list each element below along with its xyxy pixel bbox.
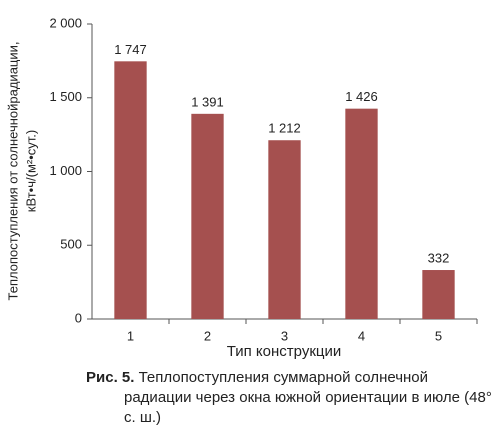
caption-text: Теплопоступления суммарной солнечной рад… — [124, 369, 492, 426]
bar — [345, 108, 378, 319]
data-label: 1 391 — [191, 94, 224, 109]
y-axis-label: кВт•ч/(м²•сут.) — [23, 130, 38, 212]
bar — [268, 140, 301, 319]
y-tick-label: 1 500 — [49, 89, 82, 104]
data-label: 1 747 — [114, 42, 147, 57]
caption: Рис. 5. Теплопоступления суммарной солне… — [86, 368, 496, 428]
bar — [191, 113, 224, 319]
y-tick-label: 500 — [60, 237, 82, 252]
x-axis-label: Тип конструкции — [227, 343, 342, 360]
y-tick-label: 0 — [75, 310, 82, 325]
data-label: 1 426 — [345, 89, 378, 104]
x-tick-label: 1 — [127, 328, 134, 343]
x-tick-label: 2 — [204, 328, 211, 343]
y-tick-label: 1 000 — [49, 163, 82, 178]
y-tick-label: 2 000 — [49, 15, 82, 30]
data-label: 1 212 — [268, 121, 301, 136]
bar — [114, 61, 147, 319]
bar — [422, 270, 455, 319]
x-tick-label: 3 — [281, 328, 288, 343]
caption-label: Рис. 5. — [86, 369, 135, 386]
x-tick-label: 5 — [435, 328, 442, 343]
x-tick-label: 4 — [358, 328, 365, 343]
data-label: 332 — [428, 250, 450, 265]
y-axis-label: Теплопоступления от солнечнойрадиации, — [5, 42, 20, 301]
chart: Теплопоступления от солнечнойрадиации, к… — [5, 15, 478, 360]
